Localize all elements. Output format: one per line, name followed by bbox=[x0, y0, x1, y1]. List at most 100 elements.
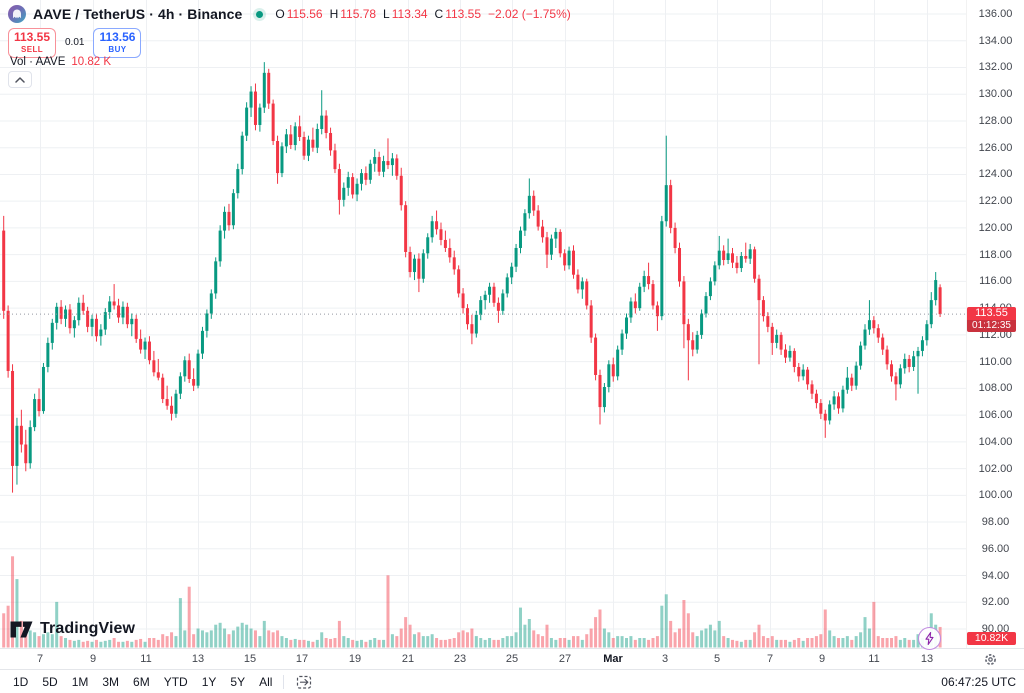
candle-body bbox=[655, 305, 659, 317]
volume-bar bbox=[629, 636, 633, 648]
range-button-all[interactable]: All bbox=[252, 673, 279, 691]
candle-body bbox=[271, 103, 275, 142]
buy-button[interactable]: 113.56 BUY bbox=[93, 28, 142, 58]
candle-body bbox=[589, 305, 593, 338]
volume-bar bbox=[735, 640, 739, 648]
candle-body bbox=[227, 211, 231, 226]
volume-legend-label: Vol · AAVE bbox=[10, 56, 66, 68]
candle-body bbox=[704, 296, 708, 314]
volume-bar bbox=[819, 634, 823, 648]
candle-body bbox=[761, 300, 765, 317]
candle-body bbox=[792, 350, 796, 367]
candle-body bbox=[664, 185, 668, 222]
volume-bar bbox=[753, 632, 757, 648]
candle-body bbox=[748, 249, 752, 259]
range-button-6m[interactable]: 6M bbox=[126, 673, 157, 691]
candle-body bbox=[236, 169, 240, 194]
volume-bar bbox=[505, 636, 509, 648]
symbol-title[interactable]: AAVE / TetherUS · 4h · Binance bbox=[33, 6, 243, 22]
candlestick-chart[interactable] bbox=[0, 0, 966, 648]
candle-body bbox=[6, 310, 10, 371]
toolbar-divider bbox=[283, 674, 285, 689]
range-button-1d[interactable]: 1D bbox=[6, 673, 35, 691]
collapse-legend-button[interactable] bbox=[8, 71, 32, 88]
candle-body bbox=[351, 177, 355, 195]
go-to-date-button[interactable] bbox=[292, 674, 317, 690]
volume-bar bbox=[748, 639, 752, 648]
time-axis-settings-gear-icon[interactable] bbox=[983, 652, 998, 667]
candle-body bbox=[505, 277, 509, 294]
volume-bar bbox=[881, 638, 885, 648]
candle-body bbox=[907, 358, 911, 367]
time-tick-label: 7 bbox=[36, 653, 44, 665]
candle-body bbox=[452, 257, 456, 270]
volume-bar bbox=[11, 556, 15, 648]
tradingview-logo[interactable]: TradingView bbox=[10, 620, 135, 638]
range-button-1m[interactable]: 1M bbox=[65, 673, 96, 691]
candle-body bbox=[797, 366, 801, 377]
volume-bar bbox=[832, 636, 836, 648]
volume-bar bbox=[708, 624, 712, 648]
volume-bar bbox=[28, 630, 32, 648]
lightning-icon bbox=[925, 632, 934, 645]
volume-bar bbox=[801, 640, 805, 648]
volume-bar bbox=[59, 636, 63, 648]
volume-bar bbox=[33, 632, 37, 648]
time-axis[interactable]: 7 9 11 13 15 17 19 21 23 25 27 Mar 3 5 7 9 11 13 bbox=[0, 648, 1024, 669]
range-button-3m[interactable]: 3M bbox=[95, 673, 126, 691]
quick-trade-button[interactable] bbox=[918, 627, 941, 650]
current-price-badge: 113.55 01:12:35 bbox=[967, 307, 1016, 332]
candle-body bbox=[218, 230, 222, 262]
candle-body bbox=[541, 226, 545, 238]
volume-bar bbox=[134, 639, 138, 648]
volume-bar bbox=[324, 638, 328, 648]
volume-bar bbox=[130, 641, 134, 648]
volume-bar bbox=[563, 638, 567, 648]
volume-bar bbox=[37, 636, 41, 648]
candle-body bbox=[894, 376, 898, 385]
price-tick-label: 120.00 bbox=[978, 221, 1013, 234]
candle-body bbox=[417, 258, 421, 279]
volume-bar bbox=[492, 639, 496, 648]
low-label: L bbox=[383, 7, 390, 21]
go-to-date-icon bbox=[297, 675, 312, 689]
sell-button[interactable]: 113.55 SELL bbox=[8, 28, 56, 58]
volume-bar bbox=[470, 628, 474, 648]
range-button-1y[interactable]: 1Y bbox=[195, 673, 224, 691]
candle-body bbox=[898, 368, 902, 385]
utc-clock[interactable]: 06:47:25 UTC bbox=[941, 674, 1016, 689]
volume-bar bbox=[549, 638, 553, 648]
volume-bar bbox=[192, 634, 196, 648]
range-button-5d[interactable]: 5D bbox=[35, 673, 64, 691]
volume-bar bbox=[46, 632, 50, 648]
volume-bar bbox=[108, 639, 112, 648]
volume-bar bbox=[616, 636, 620, 648]
volume-bar bbox=[156, 639, 160, 648]
volume-bar bbox=[894, 636, 898, 648]
volume-bar bbox=[19, 620, 23, 648]
candle-body bbox=[364, 173, 368, 180]
volume-bar bbox=[284, 638, 288, 648]
candle-body bbox=[33, 399, 37, 428]
market-status-dot[interactable] bbox=[256, 10, 264, 18]
volume-bar bbox=[81, 641, 85, 648]
candle-body bbox=[117, 305, 121, 318]
volume-bar bbox=[594, 617, 598, 648]
candle-body bbox=[903, 358, 907, 369]
volume-bar bbox=[457, 632, 461, 648]
aave-logo bbox=[8, 5, 26, 23]
range-button-5y[interactable]: 5Y bbox=[223, 673, 252, 691]
range-button-ytd[interactable]: YTD bbox=[157, 673, 195, 691]
volume-bar bbox=[784, 639, 788, 648]
candle-body bbox=[386, 161, 390, 166]
sell-price: 113.55 bbox=[13, 30, 51, 44]
candle-body bbox=[514, 247, 518, 267]
volume-legend-value: 10.82 K bbox=[71, 56, 112, 68]
candle-body bbox=[2, 230, 6, 311]
candle-body bbox=[125, 306, 129, 325]
volume-legend: Vol · AAVE 10.82 K bbox=[10, 56, 111, 68]
candle-body bbox=[284, 134, 288, 147]
candle-body bbox=[103, 312, 107, 330]
volume-bar bbox=[726, 638, 730, 648]
volume-bar bbox=[585, 634, 589, 648]
